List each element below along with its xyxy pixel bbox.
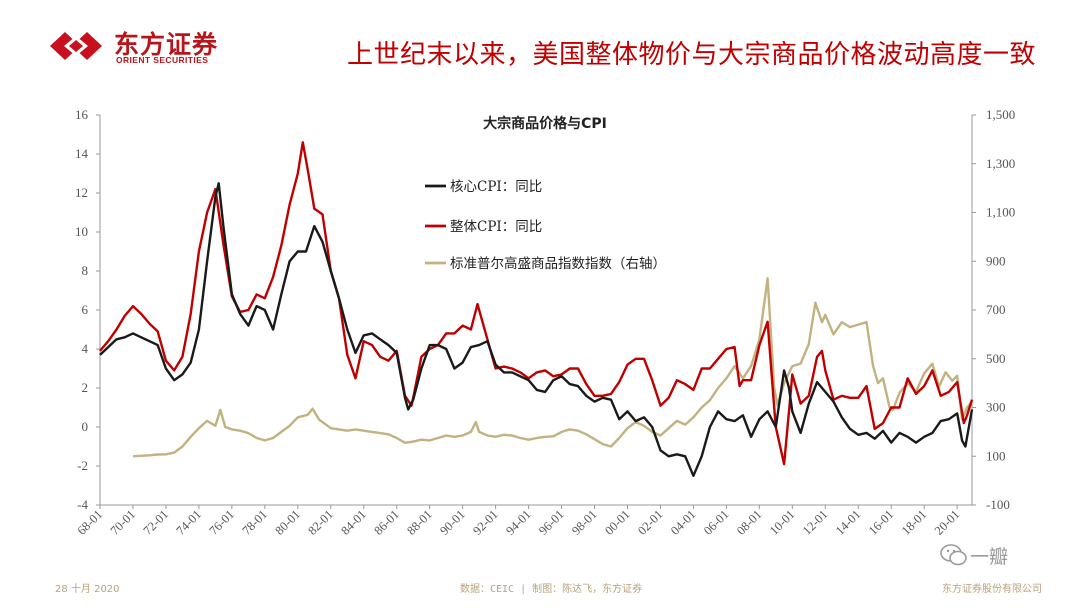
x-tick-label: 84-01 [338, 507, 369, 538]
x-tick-label: 82-01 [305, 507, 336, 538]
series-line-0 [99, 182, 974, 477]
y-right-tick-label: 700 [986, 302, 1006, 317]
footer-source: 数据：CEIC | 制图：陈达飞，东方证券 [460, 584, 643, 595]
x-tick-label: 02-01 [635, 507, 666, 538]
series-line-1 [99, 141, 974, 466]
y-left-tick-label: 2 [82, 380, 89, 395]
wechat-icon [940, 544, 967, 566]
x-tick-label: 88-01 [404, 507, 435, 538]
x-tick-label: 86-01 [371, 507, 402, 538]
series-line-2 [132, 277, 973, 458]
y-right-tick-label: 1,100 [986, 205, 1015, 220]
y-left-tick-label: 6 [82, 302, 89, 317]
chart-axes: -4 -2 0 2 4 6 8 10 12 14 16 -100 100 300 500 700 900 1,10… [75, 107, 1016, 538]
orient-diamond-logo-icon [50, 32, 102, 60]
wechat-watermark: 一瓣 [940, 540, 1050, 570]
y-right-tick-label: 500 [986, 351, 1006, 366]
x-tick-label: 70-01 [108, 507, 139, 538]
x-tick-label: 10-01 [767, 507, 798, 538]
footer-company: 东方证券股份有限公司 [942, 584, 1042, 595]
watermark-text: 一瓣 [970, 546, 1009, 568]
legend-label-1: 整体CPI：同比 [450, 219, 542, 235]
footer-date: 28 十月 2020 [55, 584, 120, 595]
x-tick-label: 90-01 [437, 507, 468, 538]
y-left-tick-label: 0 [82, 419, 89, 434]
x-tick-label: 72-01 [141, 507, 172, 538]
page-headline: 上世纪末以来，美国整体物价与大宗商品价格波动高度一致 [346, 40, 1036, 70]
x-tick-label: 76-01 [206, 507, 237, 538]
y-right-tick-label: 300 [986, 400, 1006, 415]
x-tick-label: 00-01 [602, 507, 633, 538]
chart-series [99, 141, 974, 477]
x-tick-label: 78-01 [239, 507, 270, 538]
x-tick-label: 74-01 [173, 507, 204, 538]
y-right-tick-label: 900 [986, 253, 1006, 268]
y-left-tick-label: 12 [75, 185, 88, 200]
y-left-tick-label: 16 [75, 107, 89, 122]
x-tick-label: 98-01 [569, 507, 600, 538]
y-right-tick-label: -100 [986, 497, 1010, 512]
x-tick-label: 18-01 [899, 507, 930, 538]
y-left-tick-label: 10 [75, 224, 88, 239]
chart-title: 大宗商品价格与CPI [483, 115, 607, 132]
y-left-tick-label: -2 [77, 458, 88, 473]
y-right-tick-label: 100 [986, 448, 1006, 463]
x-tick-label: 96-01 [536, 507, 567, 538]
x-tick-label: 12-01 [800, 507, 831, 538]
x-tick-label: 08-01 [734, 507, 765, 538]
y-right-tick-label: 1,300 [986, 156, 1015, 171]
company-logo: 东方证券 ORIENT SECURITIES [50, 24, 260, 68]
brand-name-cn: 东方证券 [114, 30, 219, 59]
x-tick-label: 06-01 [701, 507, 732, 538]
x-tick-label: 14-01 [833, 507, 864, 538]
y-left-tick-label: 14 [75, 146, 89, 161]
x-tick-label: 94-01 [503, 507, 534, 538]
x-tick-label: 16-01 [866, 507, 897, 538]
y-left-tick-label: 4 [82, 341, 89, 356]
y-left-tick-label: -4 [77, 497, 88, 512]
x-tick-label: 04-01 [668, 507, 699, 538]
y-left-tick-label: 8 [82, 263, 89, 278]
y-right-tick-label: 1,500 [986, 107, 1015, 122]
legend-label-0: 核心CPI：同比 [450, 179, 542, 195]
x-tick-label: 80-01 [272, 507, 303, 538]
x-tick-label: 20-01 [932, 507, 963, 538]
legend-label-2: 标准普尔高盛商品指数指数（右轴） [450, 255, 666, 272]
x-tick-label: 92-01 [470, 507, 501, 538]
brand-name-en: ORIENT SECURITIES [116, 55, 209, 65]
